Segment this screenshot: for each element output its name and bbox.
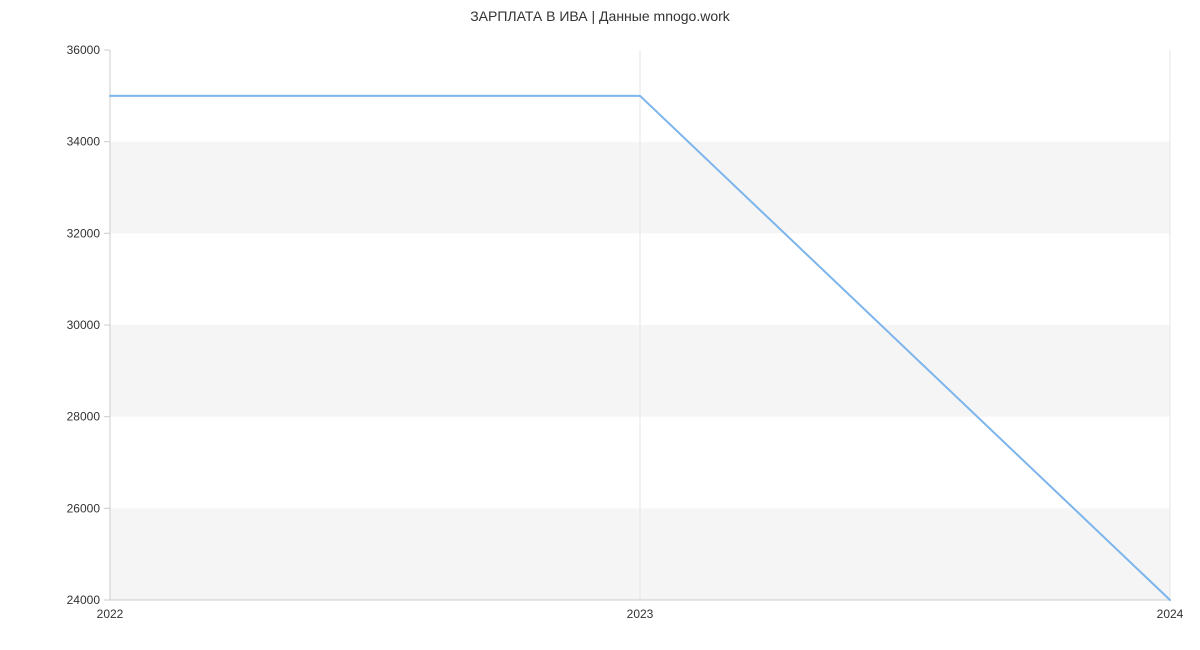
svg-text:36000: 36000 <box>67 43 101 57</box>
svg-text:2023: 2023 <box>627 607 654 621</box>
svg-text:28000: 28000 <box>67 410 101 424</box>
svg-text:32000: 32000 <box>67 226 101 240</box>
chart-svg: 24000 26000 28000 30000 32000 34000 36000 2022 2… <box>0 0 1200 650</box>
svg-text:2022: 2022 <box>97 607 124 621</box>
salary-chart: ЗАРПЛАТА В ИВА | Данные mnogo.work 24000… <box>0 0 1200 650</box>
svg-text:24000: 24000 <box>67 593 101 607</box>
svg-text:34000: 34000 <box>67 135 101 149</box>
svg-text:2024: 2024 <box>1157 607 1184 621</box>
svg-text:30000: 30000 <box>67 318 101 332</box>
chart-title: ЗАРПЛАТА В ИВА | Данные mnogo.work <box>0 8 1200 24</box>
svg-text:26000: 26000 <box>67 501 101 515</box>
